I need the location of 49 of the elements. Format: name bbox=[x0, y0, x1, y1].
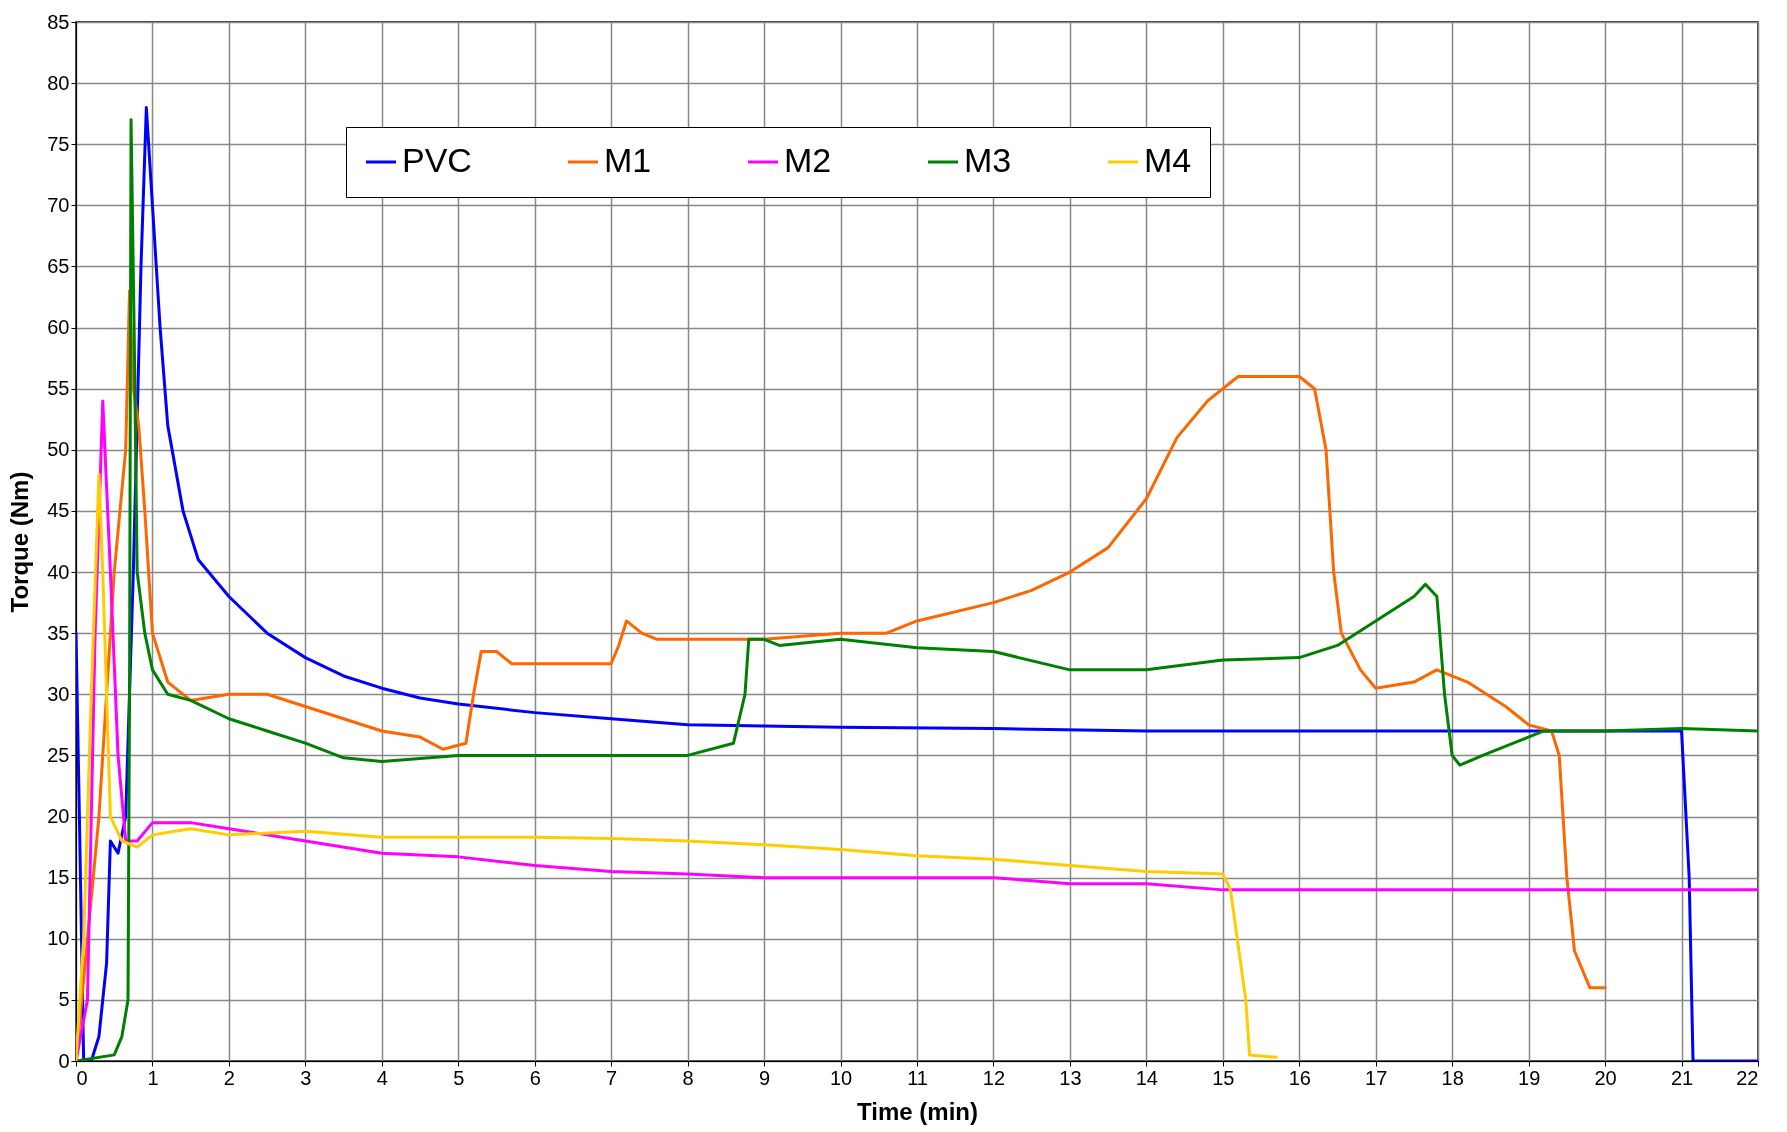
y-tick-label: 85 bbox=[47, 10, 70, 33]
x-tick-label: 14 bbox=[1135, 1066, 1158, 1089]
y-tick-label: 20 bbox=[47, 805, 70, 828]
x-tick-label: 11 bbox=[907, 1066, 928, 1089]
y-tick-label: 0 bbox=[58, 1049, 70, 1072]
legend-label: M4 bbox=[1144, 141, 1192, 179]
x-tick-label: 17 bbox=[1365, 1066, 1388, 1089]
y-tick-label: 40 bbox=[47, 560, 70, 583]
y-tick-label: 5 bbox=[58, 988, 70, 1011]
y-tick-label: 10 bbox=[47, 927, 70, 950]
y-tick-label: 60 bbox=[47, 316, 70, 339]
x-tick-label: 19 bbox=[1518, 1066, 1541, 1089]
x-tick-label: 9 bbox=[759, 1066, 771, 1089]
x-tick-label: 4 bbox=[376, 1066, 388, 1089]
x-tick-label: 12 bbox=[982, 1066, 1006, 1089]
x-tick-label: 1 bbox=[147, 1066, 159, 1089]
x-tick-label: 15 bbox=[1212, 1066, 1235, 1089]
x-tick-label: 7 bbox=[606, 1066, 618, 1089]
x-tick-label: 2 bbox=[223, 1066, 235, 1089]
y-tick-label: 55 bbox=[47, 377, 70, 400]
x-tick-label: 6 bbox=[529, 1066, 541, 1089]
y-tick-label: 35 bbox=[47, 621, 70, 644]
x-tick-label: 13 bbox=[1059, 1066, 1082, 1089]
x-axis-title: Time (min) bbox=[857, 1097, 978, 1125]
line-series bbox=[76, 472, 1278, 1061]
y-tick-label: 30 bbox=[47, 682, 70, 705]
x-tick-label: 3 bbox=[300, 1066, 312, 1089]
y-tick-label: 80 bbox=[47, 71, 70, 94]
legend-label: M1 bbox=[604, 141, 652, 179]
y-tick-label: 25 bbox=[47, 743, 70, 766]
legend-label: M3 bbox=[964, 141, 1012, 179]
x-tick-label: 18 bbox=[1441, 1066, 1464, 1089]
y-tick-label: 75 bbox=[47, 132, 70, 155]
x-tick-label: 5 bbox=[453, 1066, 465, 1089]
y-tick-label: 65 bbox=[47, 254, 70, 277]
x-tick-label: 0 bbox=[76, 1066, 88, 1089]
x-tick-label: 16 bbox=[1288, 1066, 1311, 1089]
x-tick-label: 22 bbox=[1736, 1066, 1759, 1089]
y-tick-label: 15 bbox=[47, 866, 70, 889]
x-tick-label: 21 bbox=[1670, 1066, 1694, 1089]
y-tick-label: 45 bbox=[47, 499, 70, 522]
y-tick-label: 50 bbox=[47, 438, 70, 461]
y-tick-label: 70 bbox=[47, 193, 70, 216]
y-axis-title: Torque (Nm) bbox=[6, 471, 34, 613]
x-tick-label: 20 bbox=[1594, 1066, 1617, 1089]
legend-label: M2 bbox=[784, 141, 832, 179]
legend-label: PVC bbox=[402, 141, 472, 179]
x-tick-label: 10 bbox=[829, 1066, 853, 1089]
x-tick-label: 8 bbox=[682, 1066, 694, 1089]
